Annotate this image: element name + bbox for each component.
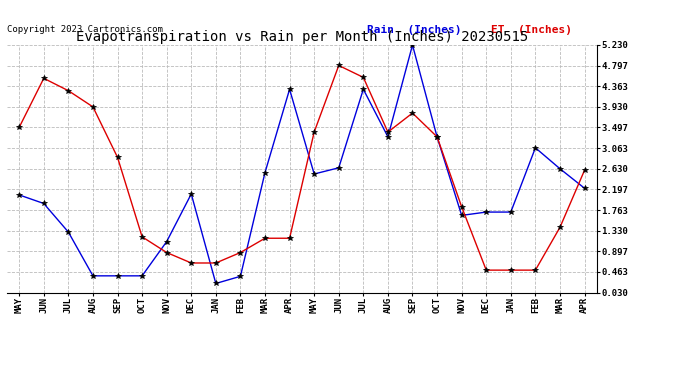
Title: Evapotranspiration vs Rain per Month (Inches) 20230515: Evapotranspiration vs Rain per Month (In…: [76, 30, 528, 44]
Text: Copyright 2023 Cartronics.com: Copyright 2023 Cartronics.com: [7, 25, 163, 34]
Text: Rain  (Inches): Rain (Inches): [367, 25, 462, 35]
Text: ET  (Inches): ET (Inches): [491, 25, 571, 35]
